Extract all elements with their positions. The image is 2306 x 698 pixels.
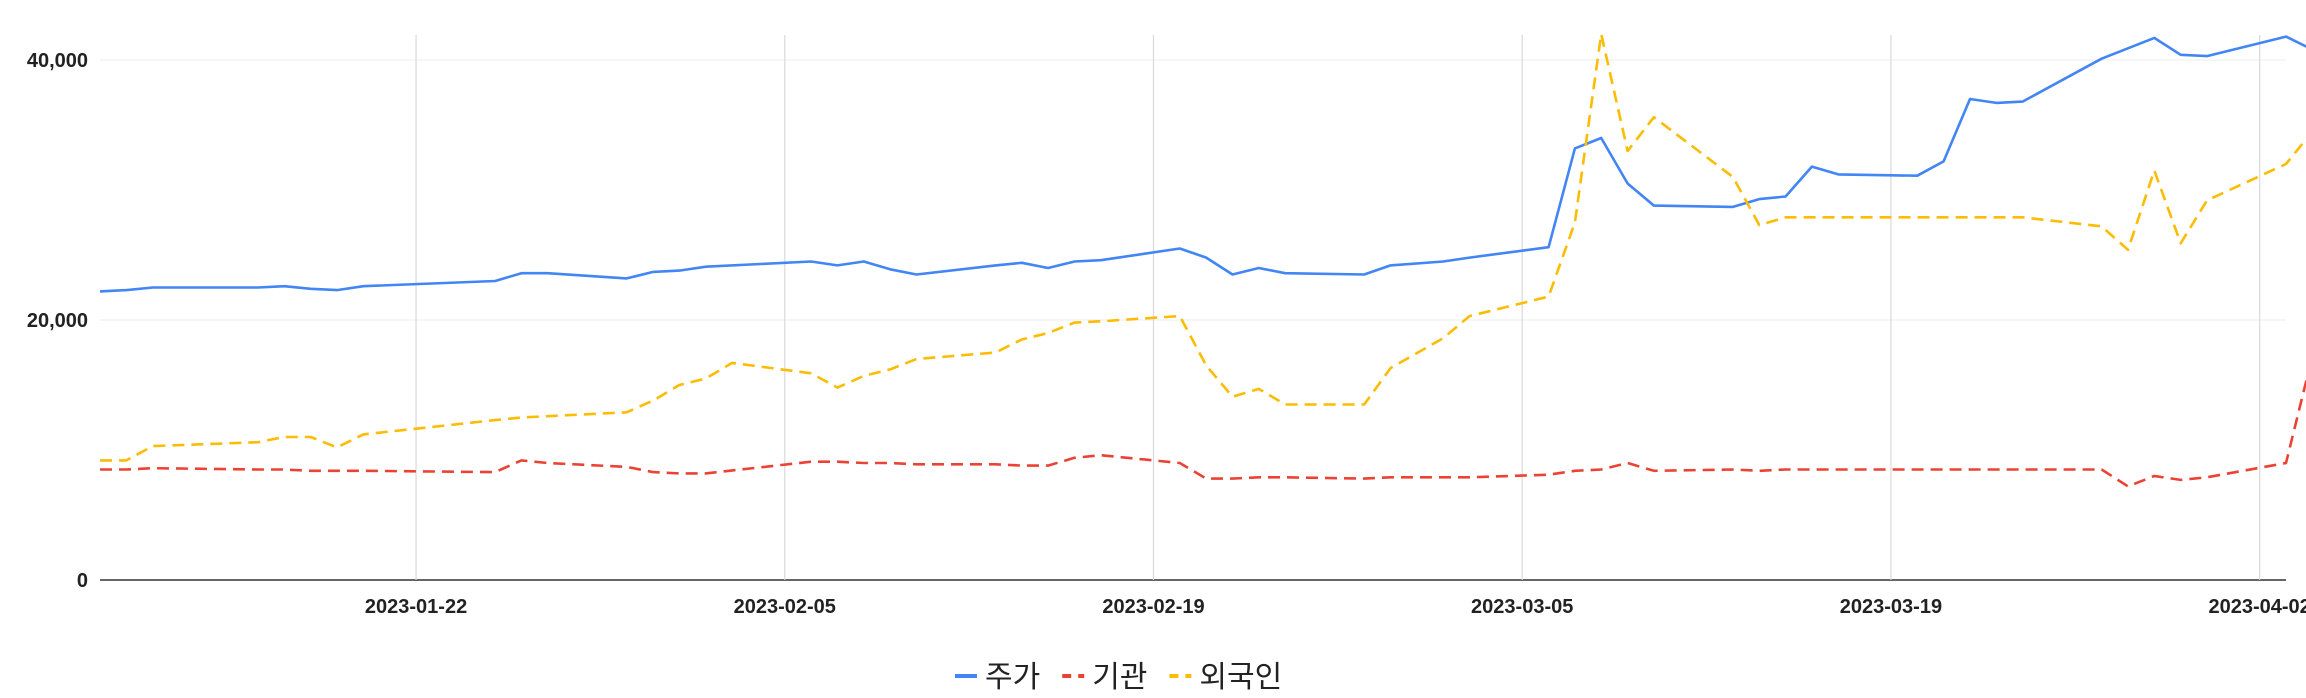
y-tick-label: 0 (77, 570, 88, 592)
x-tick-label: 2023-02-05 (734, 596, 836, 618)
y-tick-label: 20,000 (27, 310, 88, 332)
legend-label: 기관 (1092, 660, 1147, 695)
legend-label: 주가 (985, 660, 1040, 695)
grid (100, 35, 2286, 581)
x-tick-label: 2023-03-05 (1471, 596, 1573, 618)
x-tick-label: 2023-02-19 (1102, 596, 1204, 618)
x-tick-label: 2023-04-02 (2209, 596, 2306, 618)
series-line-외국인 (100, 32, 2306, 462)
series-lines (99, 32, 2306, 488)
x-axis: 2023-01-22 2023-02-05 2023-02-19 2023-03-05… (365, 596, 2306, 618)
series-line-기관 (100, 376, 2306, 488)
series-line-주가 (99, 35, 2306, 293)
x-tick-label: 2023-01-22 (365, 596, 467, 618)
y-axis: 0 20,000 40,000 (27, 50, 88, 592)
legend-label: 외국인 (1199, 660, 1282, 695)
x-tick-label: 2023-03-19 (1840, 596, 1942, 618)
y-tick-label: 40,000 (27, 50, 88, 72)
legend: 주가 기관 외국인 (955, 660, 1282, 695)
